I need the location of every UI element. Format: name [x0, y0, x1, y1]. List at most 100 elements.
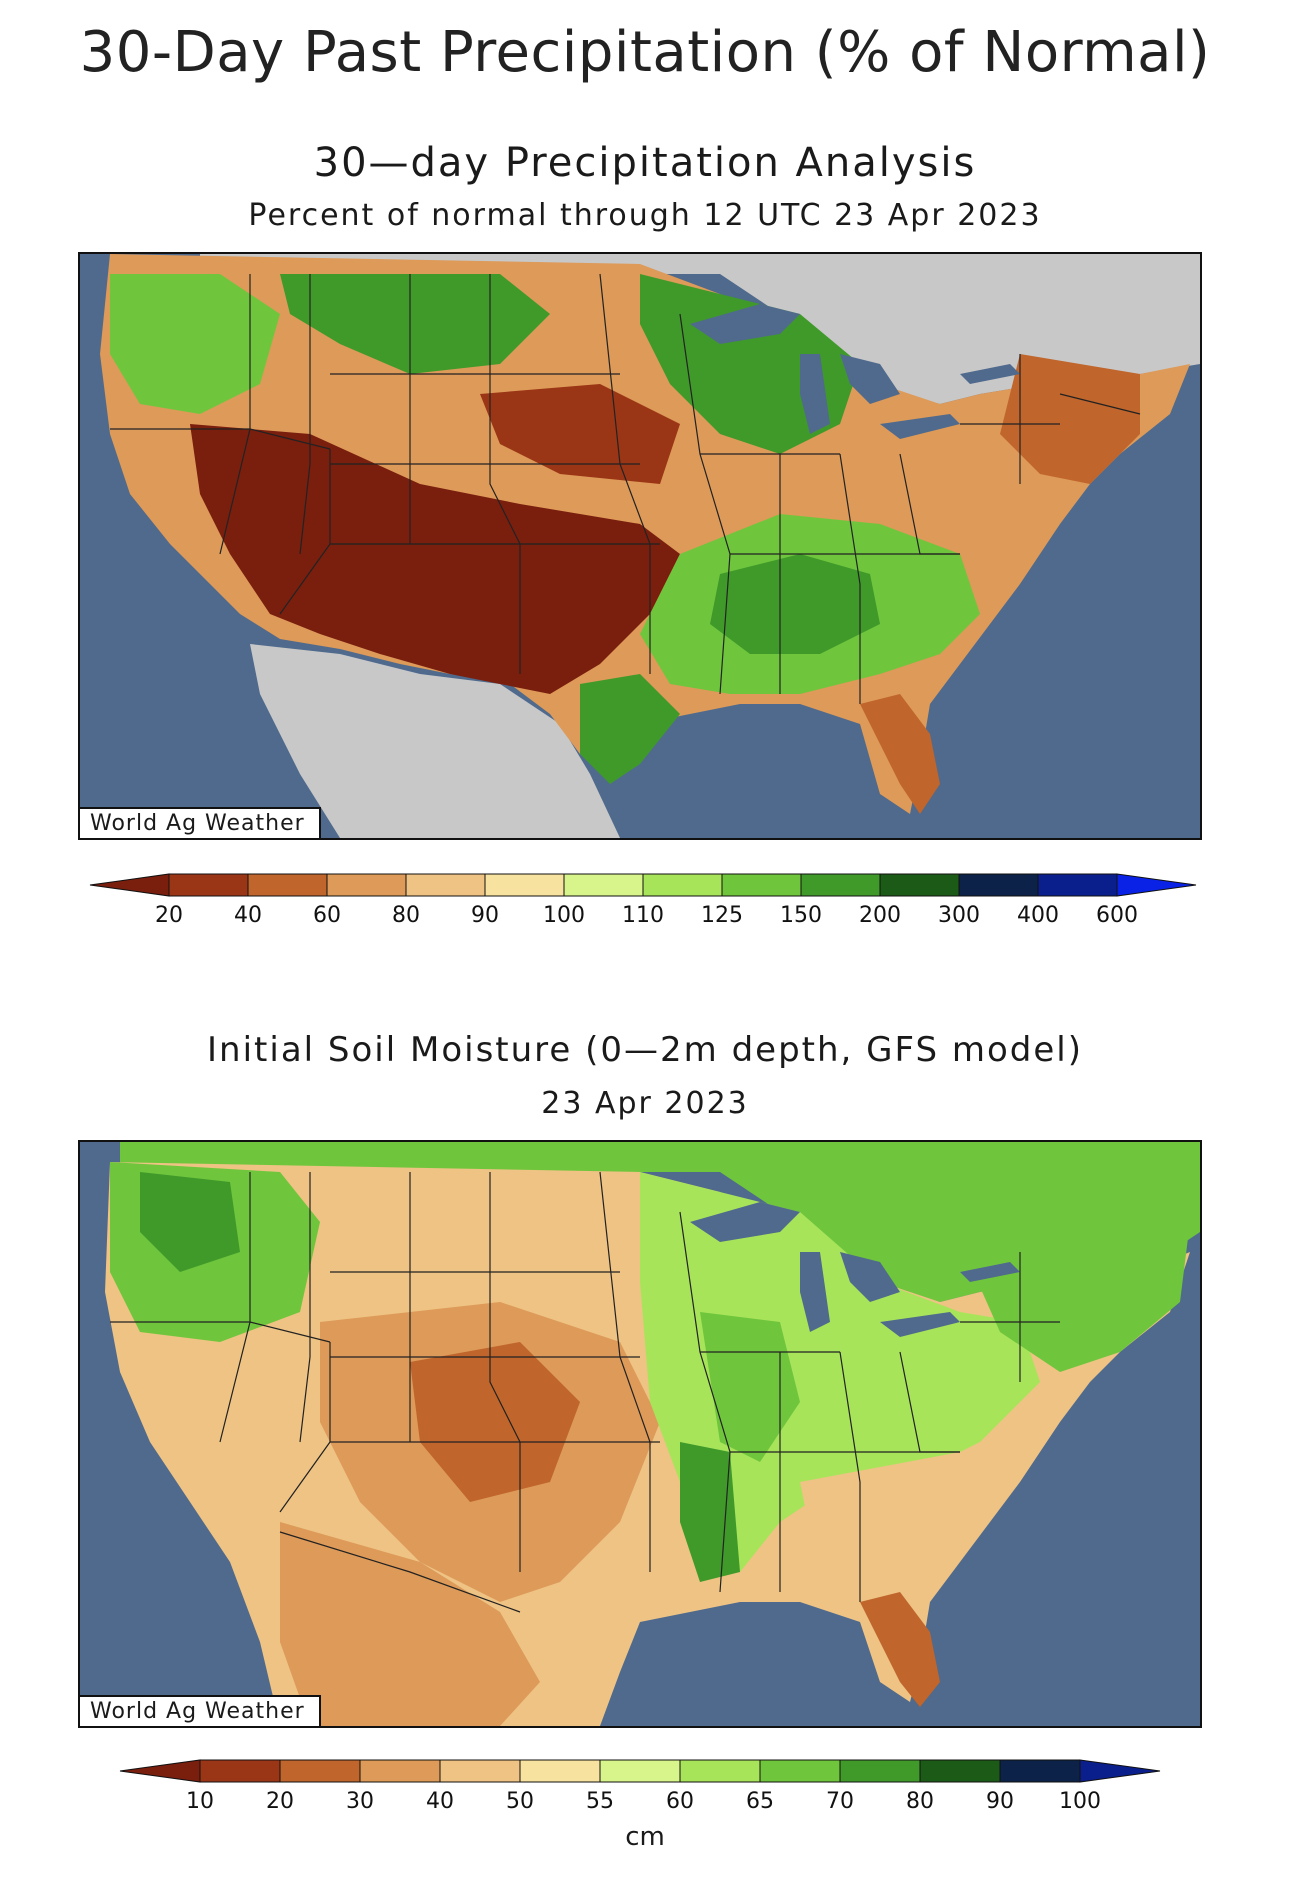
florida-soil — [860, 1592, 940, 1707]
lake-superior-2 — [690, 1202, 800, 1242]
state-boundaries — [110, 273, 1141, 704]
colorbar-tick-label: 50 — [506, 1789, 534, 1814]
lake-superior — [690, 304, 800, 344]
colorbar-segment — [599, 1759, 681, 1783]
map-2-subtitle: 23 Apr 2023 — [541, 1086, 749, 1121]
page-title: 30-Day Past Precipitation (% of Normal) — [79, 20, 1211, 85]
colorbar-tick-label: 40 — [426, 1789, 454, 1814]
lake-michigan — [800, 354, 830, 434]
colorbar-tick-label: 10 — [186, 1789, 214, 1814]
colorbar-segment — [759, 1759, 841, 1783]
state-boundaries-2 — [110, 1171, 1060, 1613]
colorbar-segment — [247, 873, 328, 897]
mexico-dry-soil — [280, 1522, 540, 1726]
colorbar-segment — [642, 873, 723, 897]
colorbar-segment — [958, 873, 1039, 897]
soil-moisture-map-graphic — [80, 1142, 1200, 1726]
texas-gulf-wet-area — [580, 674, 680, 784]
soil-moisture-legend: 10 20 30 40 50 55 60 65 70 80 90 100 — [70, 1752, 1210, 1822]
colorbar-tick-label: 300 — [938, 903, 980, 928]
lake-erie — [880, 414, 960, 439]
colorbar-segment — [999, 1759, 1081, 1783]
ohio-valley-wet-soil — [700, 1312, 800, 1462]
map-1-watermark: World Ag Weather — [80, 807, 321, 838]
colorbar-arrow-low — [89, 873, 170, 897]
cascades-wet-soil — [140, 1172, 240, 1272]
colorbar-tick-label: 90 — [986, 1789, 1014, 1814]
colorbar-segment — [679, 1759, 761, 1783]
colorbar-tick-label: 55 — [586, 1789, 614, 1814]
florida-area — [860, 694, 940, 814]
colorbar-tick-label: 100 — [1059, 1789, 1101, 1814]
colorbar-tick-label: 600 — [1096, 903, 1138, 928]
colorbar-tick-label: 80 — [906, 1789, 934, 1814]
lake-michigan-2 — [800, 1252, 830, 1332]
soil-moisture-colorbar: 10 20 30 40 50 55 60 65 70 80 90 100 — [119, 1759, 1161, 1814]
colorbar-segment — [563, 873, 644, 897]
colorbar-tick-label: 100 — [543, 903, 585, 928]
precipitation-map-graphic — [80, 254, 1200, 838]
colorbar-tick-label: 60 — [313, 903, 341, 928]
map-1-subtitle: Percent of normal through 12 UTC 23 Apr … — [248, 198, 1042, 233]
east-moist-soil — [640, 1172, 1040, 1572]
southwest-dry-area — [190, 424, 680, 694]
canada-region-2 — [120, 1142, 1200, 1312]
colorbar-tick-label: 60 — [666, 1789, 694, 1814]
mexico-region — [250, 644, 620, 838]
colorbar-segment — [919, 1759, 1001, 1783]
colorbar-segment — [800, 873, 881, 897]
colorbar-tick-label: 110 — [622, 903, 664, 928]
soil-moisture-unit: cm — [625, 1822, 665, 1852]
colorbar-tick-label: 20 — [266, 1789, 294, 1814]
colorbar-tick-label: 70 — [826, 1789, 854, 1814]
northwest-wet-area — [110, 274, 280, 414]
colorbar-segment — [721, 873, 802, 897]
map-2-watermark: World Ag Weather — [80, 1695, 321, 1726]
colorbar-tick-label: 40 — [234, 903, 262, 928]
colorbar-segment — [405, 873, 486, 897]
southeast-core-wet-area — [710, 554, 880, 654]
canada-region — [200, 254, 1200, 414]
colorbar-segment — [168, 873, 249, 897]
colorbar-segment — [879, 873, 960, 897]
colorbar-segment — [326, 873, 407, 897]
northeast-dry-area — [1000, 354, 1140, 484]
lake-ontario-2 — [960, 1262, 1020, 1282]
colorbar-segment — [439, 1759, 521, 1783]
colorbar-tick-label: 80 — [392, 903, 420, 928]
colorbar-arrow-low — [119, 1759, 201, 1783]
colorbar-tick-label: 125 — [701, 903, 743, 928]
colorbar-segment — [359, 1759, 441, 1783]
colorbar-segment — [484, 873, 565, 897]
colorbar-tick-label: 400 — [1017, 903, 1059, 928]
map-1-title: 30—day Precipitation Analysis — [313, 140, 977, 186]
soil-moisture-map: World Ag Weather — [78, 1140, 1202, 1728]
colorbar-segment — [839, 1759, 921, 1783]
colorbar-tick-label: 30 — [346, 1789, 374, 1814]
southeast-soil — [800, 1452, 980, 1582]
colorbar-segment — [279, 1759, 361, 1783]
map-2-title: Initial Soil Moisture (0—2m depth, GFS m… — [207, 1030, 1083, 1070]
colorbar-segment — [199, 1759, 281, 1783]
mississippi-wet-soil — [680, 1442, 740, 1582]
precipitation-legend: 20 40 60 80 90 100 110 125 150 200 300 400 600 — [70, 866, 1210, 936]
colorbar-arrow-high — [1116, 873, 1197, 897]
colorbar-tick-label: 90 — [471, 903, 499, 928]
lake-huron — [840, 354, 900, 404]
colorbar-segment — [1037, 873, 1118, 897]
northern-rockies-wet-area — [280, 274, 550, 374]
lake-erie-2 — [880, 1312, 960, 1337]
northeast-wet-soil — [960, 1222, 1190, 1372]
lake-ontario — [960, 364, 1020, 384]
colorbar-tick-label: 20 — [155, 903, 183, 928]
colorbar-tick-label: 65 — [746, 1789, 774, 1814]
precipitation-map: World Ag Weather — [78, 252, 1202, 840]
southwest-core-dry-soil — [410, 1342, 580, 1502]
colorbar-tick-label: 150 — [780, 903, 822, 928]
precipitation-colorbar: 20 40 60 80 90 100 110 125 150 200 300 400 600 — [89, 873, 1197, 928]
colorbar-segment — [519, 1759, 601, 1783]
colorbar-tick-label: 200 — [859, 903, 901, 928]
lake-huron-2 — [840, 1252, 900, 1302]
plains-dry-area — [480, 384, 680, 484]
colorbar-arrow-high — [1079, 1759, 1161, 1783]
